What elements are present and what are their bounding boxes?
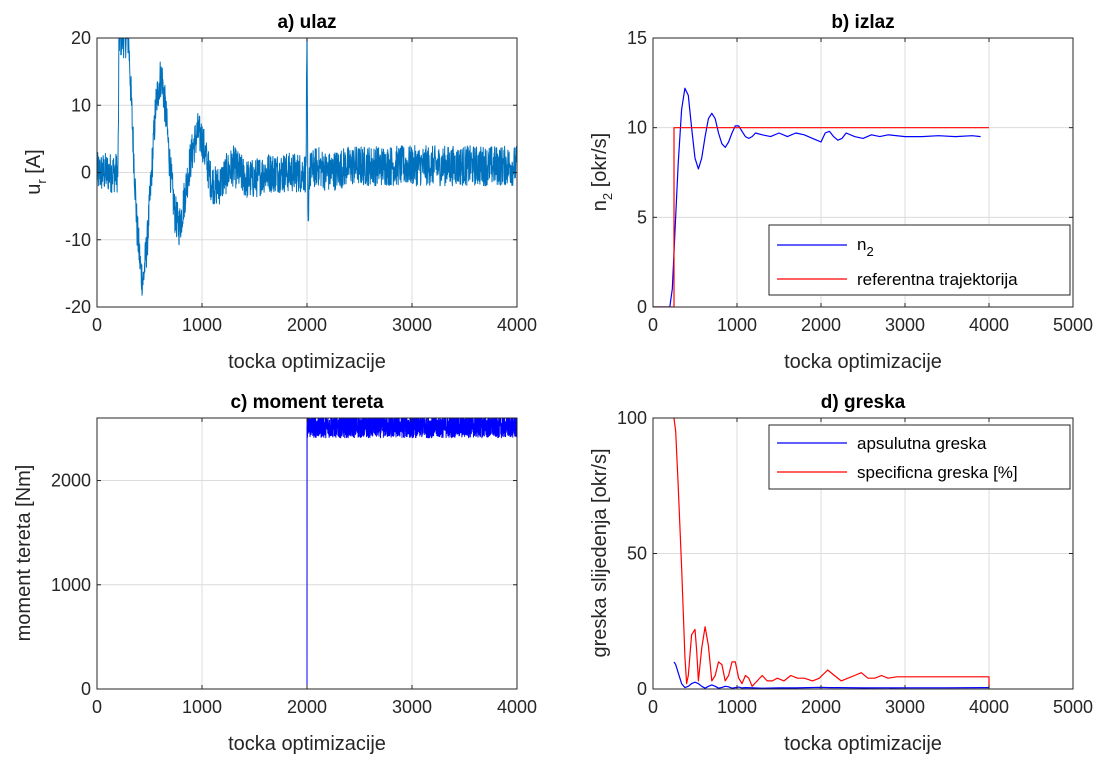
legend-box-b — [768, 224, 1071, 296]
tick-label-x: 2000 — [801, 315, 841, 335]
ylabel-a-sub: r — [34, 179, 49, 184]
legend-entry-specific: specificna greska [%] — [857, 463, 1018, 482]
tick-label-x: 3000 — [885, 697, 925, 717]
tick-label-x: 1000 — [717, 697, 757, 717]
tick-label-y: 10 — [71, 95, 91, 115]
tick-label-x: 2000 — [287, 315, 327, 335]
series-a — [97, 38, 517, 296]
xlabel-c: tocka optimizacije — [228, 733, 386, 755]
tick-label-x: 4000 — [969, 315, 1009, 335]
ylabel-b-suffix: [okr/s] — [589, 133, 611, 193]
legend-box-d — [768, 424, 1071, 490]
title-b: b) izlaz — [831, 12, 894, 33]
tick-label-y: 10 — [627, 118, 647, 138]
tick-label-y: 0 — [81, 163, 91, 183]
ylabel-a-suffix: [A] — [23, 149, 45, 179]
tick-label-y: 20 — [71, 28, 91, 48]
ylabel-c: moment tereta [Nm] — [13, 465, 35, 642]
legend-entry-n2: n2 — [857, 235, 874, 259]
tick-label-y: 100 — [617, 408, 647, 428]
tick-label-x: 2000 — [801, 697, 841, 717]
ylabel-b-main: n — [589, 200, 611, 211]
series-line-d-1 — [673, 418, 990, 689]
tick-label-y: 15 — [627, 28, 647, 48]
xlabel-d: tocka optimizacije — [784, 733, 942, 755]
tick-label-x: 4000 — [497, 697, 537, 717]
panel-c: 0 1000 2000 3000 4000 0 1000 2000 c) moment ter… — [13, 392, 537, 755]
tick-label-x: 3000 — [885, 315, 925, 335]
legend-entry-n2-main: n — [857, 235, 866, 254]
ylabel-a-main: u — [23, 184, 45, 195]
title-a: a) ulaz — [277, 12, 336, 33]
legend-entry-n2-sub: 2 — [866, 244, 873, 259]
tick-label-y: -20 — [65, 297, 91, 317]
ticks-a: 0 1000 2000 3000 4000 -20 -10 0 10 20 — [65, 28, 537, 335]
tick-label-x: 4000 — [497, 315, 537, 335]
xlabel-a: tocka optimizacije — [228, 351, 386, 373]
tick-label-x: 3000 — [392, 697, 432, 717]
ticks-d: 0 1000 2000 3000 4000 5000 0 50 100 — [617, 408, 1093, 717]
axes-box-b — [652, 37, 1074, 308]
series-line-d-0 — [673, 661, 990, 689]
series-d — [673, 418, 990, 689]
ylabel-b-sub: 2 — [600, 193, 615, 200]
tick-label-x: 1000 — [182, 315, 222, 335]
ylabel-b: n2 [okr/s] — [589, 133, 615, 211]
series-line-c-0 — [97, 418, 517, 689]
panel-d: 0 1000 2000 3000 4000 5000 0 50 100 d) greska to… — [589, 392, 1093, 755]
tick-label-x: 3000 — [392, 315, 432, 335]
series-b — [653, 87, 989, 307]
tick-label-x: 5000 — [1053, 697, 1093, 717]
series-line-a-0 — [97, 38, 517, 296]
tick-label-x: 1000 — [717, 315, 757, 335]
title-c: c) moment tereta — [230, 392, 384, 413]
tick-label-x: 0 — [92, 697, 102, 717]
tick-label-x: 5000 — [1053, 315, 1093, 335]
title-d: d) greska — [821, 392, 906, 413]
legend-entry-reference: referentna trajektorija — [857, 270, 1018, 289]
tick-label-y: 2000 — [51, 471, 91, 491]
tick-label-y: 50 — [627, 544, 647, 564]
legend-entry-absolute: apsulutna greska — [857, 434, 987, 453]
ticks-c: 0 1000 2000 3000 4000 0 1000 2000 — [51, 418, 537, 717]
legend-d: apsulutna greska specificna greska [%] — [768, 424, 1071, 490]
tick-label-y: 0 — [81, 679, 91, 699]
xlabel-b: tocka optimizacije — [784, 351, 942, 373]
series-line-b-0 — [653, 87, 981, 307]
tick-label-x: 0 — [648, 697, 658, 717]
tick-label-x: 4000 — [969, 697, 1009, 717]
panel-b: 0 1000 2000 3000 4000 5000 0 5 10 15 b) izlaz toc… — [589, 12, 1093, 373]
series-c — [97, 418, 517, 689]
panel-a: 0 1000 2000 3000 4000 -20 -10 0 10 20 a) ulaz toc… — [23, 12, 537, 373]
ticks-b: 0 1000 2000 3000 4000 5000 0 5 10 15 — [627, 28, 1093, 335]
tick-label-x: 1000 — [182, 697, 222, 717]
tick-label-y: 0 — [637, 679, 647, 699]
tick-label-y: -10 — [65, 230, 91, 250]
tick-label-y: 5 — [637, 207, 647, 227]
legend-b: n2 referentna trajektorija — [768, 224, 1071, 296]
tick-label-x: 0 — [648, 315, 658, 335]
ylabel-d: greska slijedenja [okr/s] — [589, 449, 611, 658]
tick-label-x: 2000 — [287, 697, 327, 717]
tick-label-y: 1000 — [51, 575, 91, 595]
series-line-b-1 — [653, 127, 989, 307]
tick-label-y: 0 — [637, 297, 647, 317]
tick-label-x: 0 — [92, 315, 102, 335]
ylabel-a: ur [A] — [23, 149, 49, 194]
